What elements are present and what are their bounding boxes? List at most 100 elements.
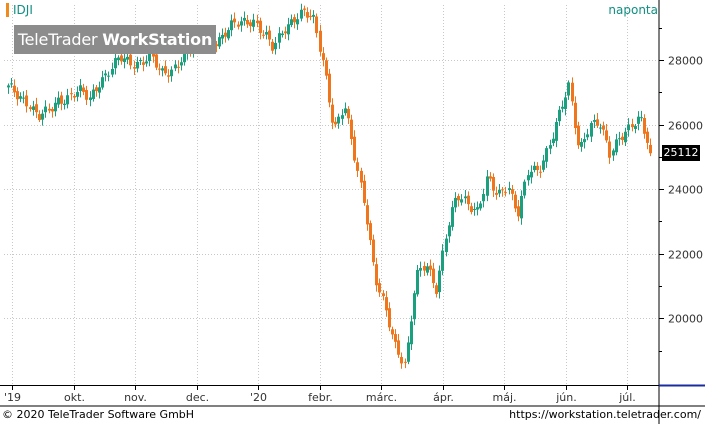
candle-body [158,68,161,70]
candle-body [470,206,473,212]
candle-body [527,175,530,181]
candle-body [296,19,299,25]
candle-body [435,285,438,294]
brand-light: TeleTrader [17,30,103,49]
candle-body [432,268,435,284]
candle-body [76,92,79,97]
candle-body [16,91,19,100]
candle-body [549,145,552,149]
y-tick-label: 22000 [668,249,703,262]
candle-body [60,95,63,104]
candle-body [233,18,236,23]
candle-body [394,334,397,342]
candle-body [514,194,517,209]
candle-body [599,127,602,129]
candle-body [79,85,82,91]
candle-body [457,196,460,201]
candle-body [167,75,170,77]
candle-body [145,61,148,64]
candle-body [520,195,523,219]
candle-body [54,102,57,112]
candle-body [256,20,259,23]
candle-body [571,82,574,102]
candle-body [13,85,16,93]
candle-body [423,265,426,271]
candle-body [303,8,306,10]
candle-body [306,12,309,18]
candle-body [246,19,249,25]
candle-body [63,103,66,105]
candle-body [347,108,350,119]
candle-body [300,9,303,19]
candle-body [637,116,640,124]
candle-body [120,55,123,62]
candle-body [479,203,482,209]
source-url[interactable]: https://workstation.teletrader.com/ [509,408,701,421]
candle-body [649,144,652,154]
candle-body [293,17,296,23]
candle-body [429,265,432,270]
candle-body [271,41,274,51]
candle-body [454,197,457,208]
candle-body [356,162,359,171]
candle-body [555,121,558,141]
copyright-text: © 2020 TeleTrader Software GmbH [2,408,195,421]
candle-body [473,208,476,210]
candle-body [123,58,126,62]
candle-body [360,170,363,183]
candle-body [148,51,151,62]
candle-body [634,126,637,129]
candle-body [32,106,35,110]
y-tick-label: 24000 [668,184,703,197]
candle-body [631,124,634,128]
candle-body [322,53,325,60]
candle-body [621,136,624,140]
candle-body [590,123,593,137]
candle-body [82,87,85,92]
candle-body [221,34,224,39]
candle-body [445,238,448,253]
candle-body [511,189,514,194]
candle-body [602,125,605,130]
x-axis-ticks: '19 okt. nov. dec. '20 febr. márc. ápr. máj. jún.… [4,385,636,404]
candle-body [7,85,10,88]
y-tick-label: 26000 [668,120,703,133]
candle-body [552,138,555,144]
candle-body [498,189,501,194]
candle-body [508,188,511,191]
x-tick-label: '20 [250,391,267,404]
candle-body [224,32,227,37]
candle-body [325,60,328,76]
candle-body [104,73,107,76]
candle-body [530,171,533,178]
candle-body [378,283,381,293]
period-label[interactable]: naponta [608,3,658,17]
candle-body [388,308,391,328]
candle-body [227,30,230,39]
candle-body [517,206,520,217]
candle-body [489,176,492,179]
candle-body [41,113,44,120]
candle-body [545,148,548,162]
candle-body [218,37,221,47]
candle-body [38,114,41,121]
candle-body [152,53,155,57]
candle-body [19,96,22,99]
candle-body [315,16,318,34]
candle-body [646,131,649,143]
brand-watermark: TeleTrader WorkStation [14,25,216,54]
candle-body [397,340,400,355]
x-tick-label: jún. [555,391,577,404]
candle-body [25,95,28,107]
candle-body [542,160,545,170]
candle-body [252,19,255,27]
candle-body [268,30,271,40]
x-tick-label: márc. [366,391,397,404]
candle-body [278,33,281,43]
candle-body [57,97,60,105]
candle-body [624,131,627,143]
candle-body [492,176,495,191]
candle-body [350,119,353,139]
candle-body [413,293,416,320]
